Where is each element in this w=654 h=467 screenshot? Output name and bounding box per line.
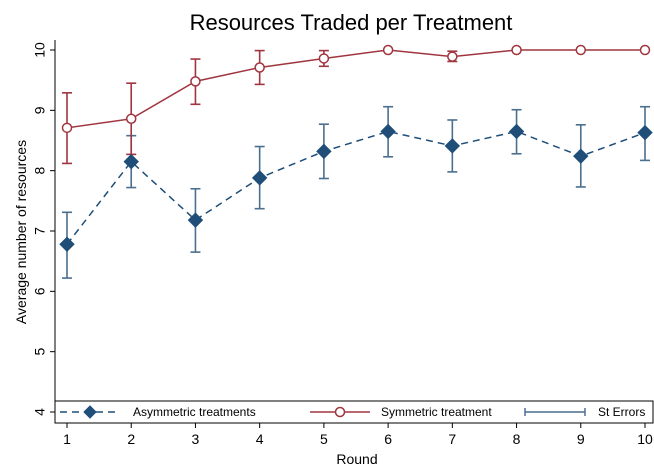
symmetric-point — [447, 51, 458, 62]
x-tick-label: 5 — [320, 431, 328, 447]
legend-circle-marker — [334, 406, 346, 418]
asymmetric-point — [573, 148, 589, 164]
x-tick-label: 6 — [384, 431, 392, 447]
y-tick-label: 8 — [32, 167, 48, 175]
asymmetric-point — [187, 212, 204, 228]
legend: Asymmetric treatments Symmetric treatment… — [54, 400, 654, 424]
symmetric-point — [511, 44, 522, 56]
legend-diamond-marker — [83, 405, 97, 419]
symmetric-point — [254, 62, 265, 73]
symmetric-point — [190, 76, 201, 87]
asymmetric-point — [251, 170, 268, 186]
x-tick-label: 4 — [256, 431, 264, 447]
symmetric-point — [318, 53, 330, 64]
x-tick-label: 2 — [127, 431, 135, 447]
x-tick-label: 7 — [448, 431, 456, 447]
x-tick-label: 1 — [63, 431, 71, 447]
y-axis: 4 5 6 7 8 9 10 — [32, 42, 55, 416]
y-tick-label: 7 — [32, 227, 48, 235]
legend-label: St Errors — [598, 405, 645, 419]
x-axis: 1 2 3 4 5 6 7 8 9 10 — [63, 423, 653, 447]
y-tick-label: 6 — [32, 287, 48, 295]
symmetric-point — [575, 44, 587, 56]
asymmetric-series-line — [66, 130, 646, 245]
y-tick-label: 5 — [32, 348, 48, 356]
y-tick-label: 9 — [32, 106, 48, 114]
symmetric-point — [61, 122, 73, 134]
y-tick-label: 4 — [32, 408, 48, 416]
y-axis-label: Average number of resources — [13, 140, 29, 324]
symmetric-point — [125, 113, 137, 125]
x-tick-label: 10 — [637, 431, 653, 447]
symmetric-point — [639, 44, 651, 56]
asymmetric-point — [508, 123, 525, 140]
asymmetric-point — [637, 124, 653, 141]
x-tick-label: 8 — [513, 431, 521, 447]
asymmetric-point — [444, 138, 461, 154]
legend-label: Asymmetric treatments — [133, 405, 256, 419]
x-tick-label: 3 — [192, 431, 200, 447]
y-tick-label: 10 — [32, 42, 48, 58]
symmetric-series-line — [66, 49, 645, 129]
x-axis-label: Round — [336, 451, 377, 467]
legend-label: Symmetric treatment — [381, 405, 492, 419]
plot-area — [54, 40, 653, 424]
asymmetric-point — [59, 236, 75, 252]
asymmetric-point — [380, 123, 396, 140]
x-tick-label: 9 — [577, 431, 585, 447]
symmetric-point — [382, 44, 394, 56]
series-layer — [59, 44, 653, 279]
asymmetric-point — [123, 153, 139, 170]
asymmetric-point — [316, 143, 332, 160]
chart-title: Resources Traded per Treatment — [190, 10, 513, 35]
